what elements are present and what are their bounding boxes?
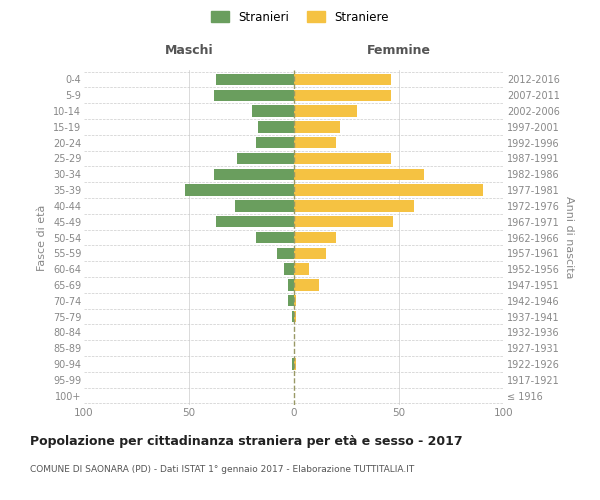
Bar <box>294 358 296 370</box>
Text: Popolazione per cittadinanza straniera per età e sesso - 2017: Popolazione per cittadinanza straniera p… <box>30 435 463 448</box>
Text: COMUNE DI SAONARA (PD) - Dati ISTAT 1° gennaio 2017 - Elaborazione TUTTITALIA.IT: COMUNE DI SAONARA (PD) - Dati ISTAT 1° g… <box>30 465 414 474</box>
Bar <box>294 295 296 306</box>
Bar <box>252 106 294 117</box>
Bar <box>294 279 319 290</box>
Bar <box>294 311 296 322</box>
Bar <box>288 295 294 306</box>
Bar <box>294 137 336 148</box>
Bar <box>217 74 294 85</box>
Bar <box>292 311 294 322</box>
Text: Femmine: Femmine <box>367 44 431 57</box>
Bar <box>217 216 294 228</box>
Bar <box>288 279 294 290</box>
Bar <box>294 153 391 164</box>
Bar <box>256 137 294 148</box>
Bar <box>294 248 325 259</box>
Bar <box>294 90 391 101</box>
Bar <box>277 248 294 259</box>
Bar <box>259 121 294 132</box>
Bar <box>292 358 294 370</box>
Bar <box>185 184 294 196</box>
Text: Maschi: Maschi <box>164 44 214 57</box>
Bar <box>294 232 336 243</box>
Bar <box>294 200 414 211</box>
Legend: Stranieri, Straniere: Stranieri, Straniere <box>206 6 394 28</box>
Bar <box>214 168 294 180</box>
Bar <box>294 264 309 275</box>
Y-axis label: Anni di nascita: Anni di nascita <box>563 196 574 279</box>
Bar <box>238 153 294 164</box>
Bar <box>284 264 294 275</box>
Bar <box>214 90 294 101</box>
Bar <box>294 184 483 196</box>
Bar <box>235 200 294 211</box>
Bar <box>294 74 391 85</box>
Bar <box>294 216 392 228</box>
Bar <box>256 232 294 243</box>
Y-axis label: Fasce di età: Fasce di età <box>37 204 47 270</box>
Bar <box>294 121 340 132</box>
Bar <box>294 106 357 117</box>
Bar <box>294 168 424 180</box>
